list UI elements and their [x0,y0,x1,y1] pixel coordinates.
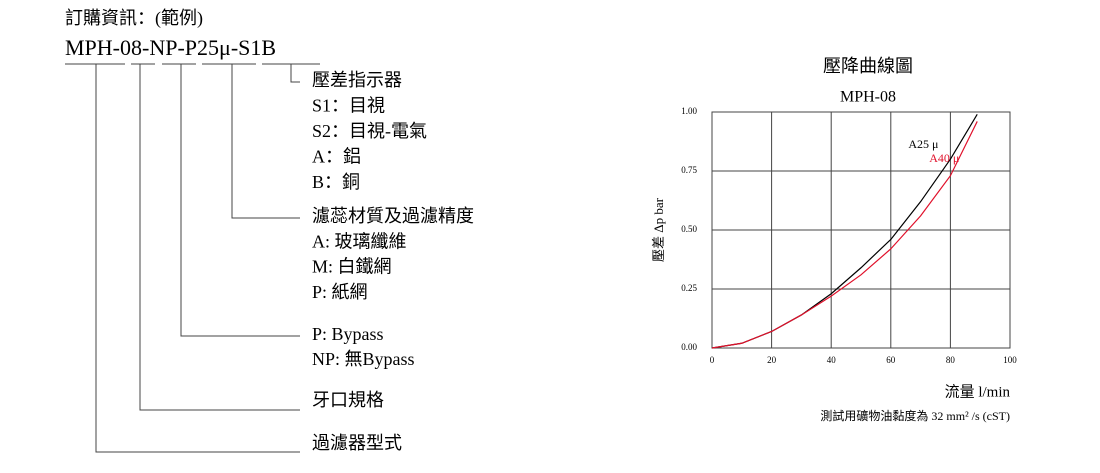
x-axis-label: 流量 l/min [945,383,1011,400]
group-title: 牙口規格 [312,390,384,410]
x-tick-label: 100 [1003,355,1017,365]
x-tick-label: 20 [767,355,777,365]
chart-subtitle: MPH-08 [840,89,896,106]
option-line: M: 白鐵網 [312,257,392,277]
option-line: B：銅 [312,172,360,192]
option-line: A: 玻璃纖維 [312,231,407,251]
option-line: S1：目視 [312,96,385,116]
series-label: A25 μ [908,137,938,151]
y-tick-label: 0.25 [681,283,697,293]
option-line: S2：目視-電氣 [312,121,427,141]
series-line [711,121,978,349]
option-line: A：鋁 [312,147,361,167]
note: 測試用礦物油黏度為 32 mm² /s (cST) [820,408,1010,423]
group-title: P: Bypass [312,324,384,344]
chart-title: 壓降曲線圖 [823,56,913,76]
x-tick-label: 0 [710,355,715,365]
option-line: NP: 無Bypass [312,349,415,369]
group-title: 壓差指示器 [312,70,402,90]
group-title: 過濾器型式 [312,433,402,453]
option-line: P: 紙網 [312,282,368,302]
order-title: 訂購資訊：(範例) [65,8,203,29]
y-tick-label: 1.00 [681,106,697,116]
y-tick-label: 0.00 [681,342,697,352]
series-label: A40 μ [929,151,959,165]
order-code: MPH-08-NP-P25μ-S1B [65,35,276,60]
x-tick-label: 60 [886,355,896,365]
x-tick-label: 40 [827,355,837,365]
y-tick-label: 0.75 [681,165,697,175]
x-tick-label: 80 [946,355,956,365]
group-title: 濾蕊材質及過濾精度 [312,206,474,226]
brackets [65,63,320,453]
y-axis-label: 壓差 Δp bar [651,197,666,262]
y-tick-label: 0.50 [681,224,697,234]
